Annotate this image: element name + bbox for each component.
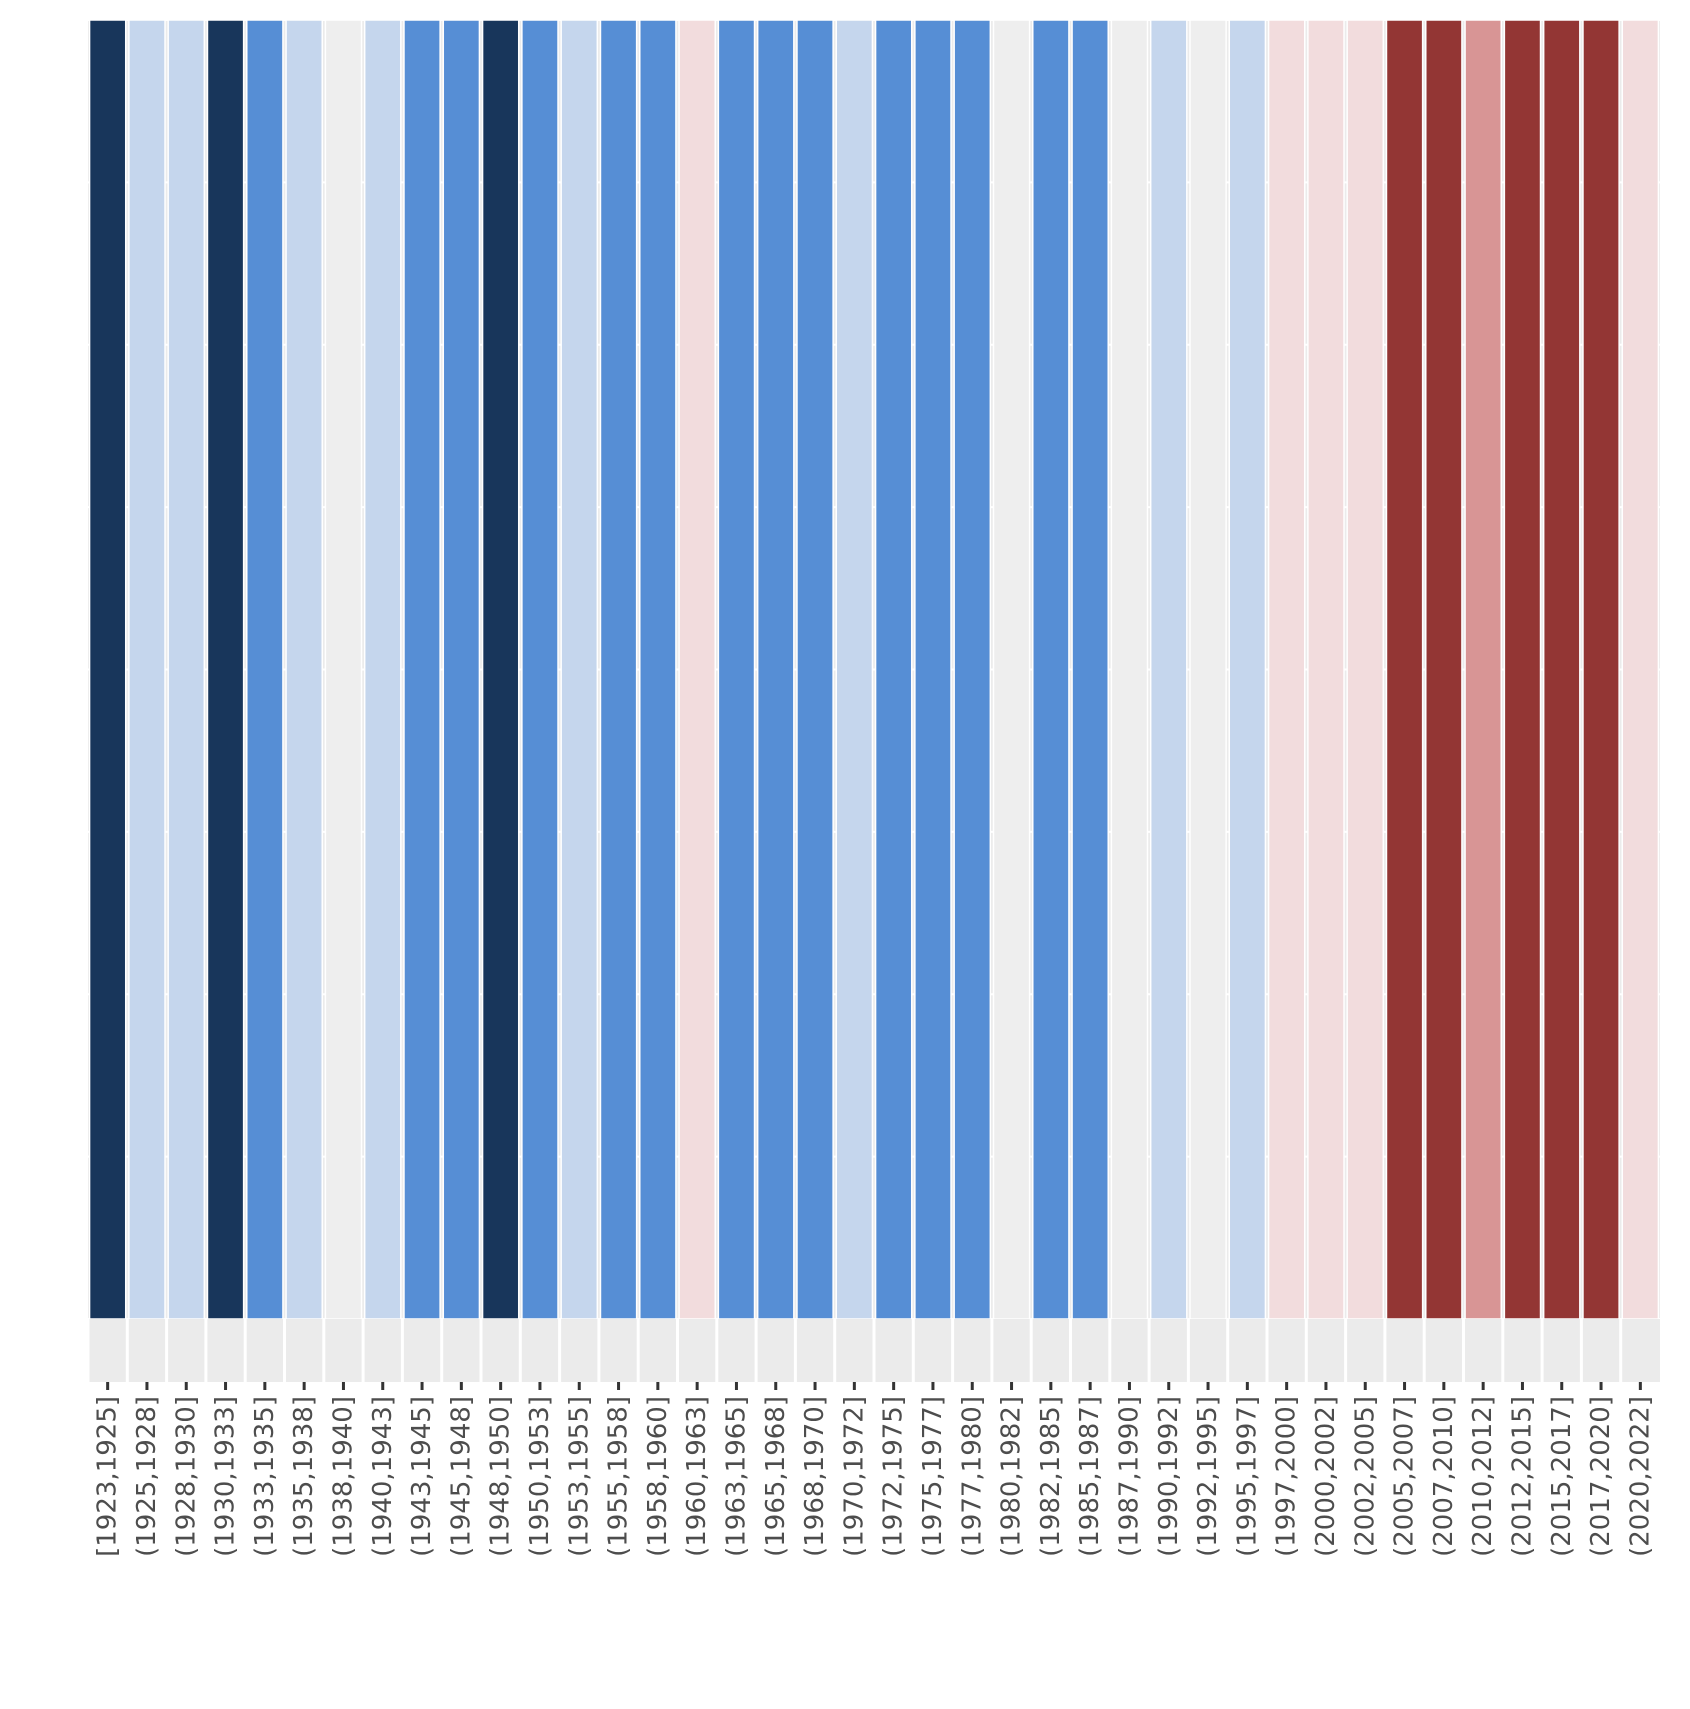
bar xyxy=(1503,19,1542,1320)
bar xyxy=(835,19,874,1320)
x-tick-label: (1938,1940] xyxy=(328,1396,358,1557)
bar xyxy=(639,19,677,1320)
x-tick-label: (2017,2020] xyxy=(1586,1396,1616,1557)
bar xyxy=(1110,19,1149,1320)
bar xyxy=(1071,19,1109,1320)
x-tick-label: (2012,2015] xyxy=(1507,1396,1537,1557)
x-tick-label: (1980,1982] xyxy=(997,1396,1027,1557)
bar xyxy=(1385,19,1424,1320)
x-tick-label: (1987,1990] xyxy=(1114,1396,1144,1557)
x-tick-label: (1955,1958] xyxy=(604,1396,634,1557)
bar xyxy=(678,19,716,1320)
bar xyxy=(599,19,638,1320)
bar xyxy=(1425,19,1463,1320)
x-tick-label: (1977,1980] xyxy=(957,1396,987,1557)
bar xyxy=(1582,19,1620,1320)
x-tick-label: (1982,1985] xyxy=(1036,1396,1066,1557)
bar xyxy=(1542,19,1581,1320)
x-tick-label: (1970,1972] xyxy=(839,1396,869,1557)
x-tick-label: (2002,2005] xyxy=(1350,1396,1380,1557)
bar xyxy=(1149,19,1188,1320)
x-tick-label: (1972,1975] xyxy=(879,1396,909,1557)
x-tick-label: (2020,2022] xyxy=(1625,1396,1655,1557)
x-tick-label: (2000,2002] xyxy=(1311,1396,1341,1557)
x-tick-label: (1953,1955] xyxy=(564,1396,594,1557)
x-axis-tick-labels: [1923,1925] (1925,1928] (1928,1930] (1930,1… xyxy=(93,1396,1656,1557)
x-tick-label: (1963,1965] xyxy=(721,1396,751,1557)
bar xyxy=(796,19,834,1320)
bar xyxy=(1228,19,1267,1320)
x-tick-label: (1925,1928] xyxy=(132,1396,162,1557)
bar xyxy=(481,19,520,1320)
bar xyxy=(88,19,127,1320)
x-tick-label: (2010,2012] xyxy=(1468,1396,1498,1557)
bar xyxy=(363,19,402,1320)
x-tick-label: (1943,1945] xyxy=(407,1396,437,1557)
bar xyxy=(914,19,952,1320)
bar xyxy=(1307,19,1345,1320)
x-tick-label: (1948,1950] xyxy=(486,1396,516,1557)
bar xyxy=(442,19,481,1320)
bar xyxy=(560,19,599,1320)
strip-separators xyxy=(86,1319,1623,1382)
bar xyxy=(167,19,206,1320)
x-tick-label: [1923,1925] xyxy=(93,1396,123,1557)
bar xyxy=(1189,19,1227,1320)
x-tick-label: (1933,1935] xyxy=(250,1396,280,1557)
bar xyxy=(756,19,795,1320)
bar xyxy=(206,19,245,1320)
bar xyxy=(1464,19,1502,1320)
x-tick-label: (2015,2017] xyxy=(1547,1396,1577,1557)
bar xyxy=(403,19,441,1320)
x-tick-label: (1928,1930] xyxy=(171,1396,201,1557)
bars xyxy=(88,19,1660,1320)
bar xyxy=(521,19,559,1320)
x-tick-label: (1997,2000] xyxy=(1272,1396,1302,1557)
bar xyxy=(992,19,1031,1320)
x-tick-label: (1990,1992] xyxy=(1154,1396,1184,1557)
x-tick-label: (1992,1995] xyxy=(1193,1396,1223,1557)
bar xyxy=(953,19,992,1320)
x-tick-label: (1950,1953] xyxy=(525,1396,555,1557)
bar xyxy=(128,19,166,1320)
bar xyxy=(1267,19,1306,1320)
bar xyxy=(874,19,913,1320)
x-tick-label: (1960,1963] xyxy=(682,1396,712,1557)
x-tick-label: (1940,1943] xyxy=(368,1396,398,1557)
x-tick-label: (2005,2007] xyxy=(1390,1396,1420,1557)
x-tick-label: (1930,1933] xyxy=(211,1396,241,1557)
bar xyxy=(246,19,284,1320)
bar xyxy=(1346,19,1385,1320)
x-axis-ticks xyxy=(106,1382,1642,1390)
bar xyxy=(717,19,756,1320)
x-tick-label: (1985,1987] xyxy=(1075,1396,1105,1557)
bar xyxy=(1621,19,1660,1320)
x-tick-label: (1975,1977] xyxy=(918,1396,948,1557)
x-tick-label: (1995,1997] xyxy=(1232,1396,1262,1557)
bar xyxy=(285,19,323,1320)
x-tick-label: (1935,1938] xyxy=(289,1396,319,1557)
bar xyxy=(324,19,363,1320)
x-tick-label: (1945,1948] xyxy=(446,1396,476,1557)
x-tick-label: (2007,2010] xyxy=(1429,1396,1459,1557)
x-tick-label: (1968,1970] xyxy=(800,1396,830,1557)
x-tick-label: (1965,1968] xyxy=(761,1396,791,1557)
x-tick-label: (1958,1960] xyxy=(643,1396,673,1557)
bar xyxy=(1032,19,1070,1320)
